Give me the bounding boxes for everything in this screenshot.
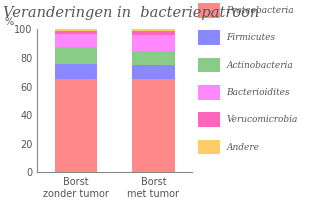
Text: Andere: Andere bbox=[226, 143, 259, 151]
Bar bbox=[132, 31, 175, 35]
Bar bbox=[132, 79, 175, 172]
Bar bbox=[132, 29, 175, 31]
Bar bbox=[132, 35, 175, 51]
Text: Veranderingen in  bacteriepatroon: Veranderingen in bacteriepatroon bbox=[3, 6, 259, 20]
Bar bbox=[55, 47, 97, 64]
Bar bbox=[132, 51, 175, 65]
Text: Verucomicrobia: Verucomicrobia bbox=[226, 115, 298, 124]
Bar bbox=[55, 79, 97, 172]
Bar bbox=[55, 64, 97, 79]
Bar bbox=[55, 29, 97, 31]
Text: Bacterioidites: Bacterioidites bbox=[226, 88, 290, 97]
Y-axis label: %: % bbox=[5, 17, 14, 26]
Text: Actinobacteria: Actinobacteria bbox=[226, 61, 293, 70]
Bar bbox=[132, 65, 175, 79]
Text: Firmicutes: Firmicutes bbox=[226, 33, 275, 42]
Bar bbox=[55, 34, 97, 47]
Text: Proteobacteria: Proteobacteria bbox=[226, 6, 294, 15]
Bar bbox=[55, 31, 97, 34]
